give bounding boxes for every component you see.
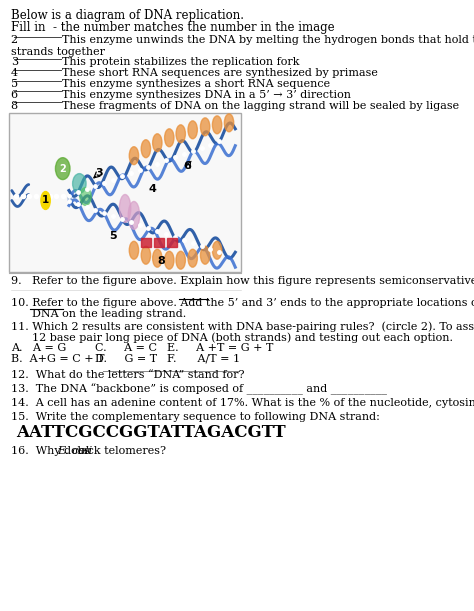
Text: AATTCGCCGGTATTAGACGTT: AATTCGCCGGTATTAGACGTT [16, 425, 285, 442]
Text: 3: 3 [11, 57, 18, 67]
Text: D.     G = T: D. G = T [95, 354, 157, 364]
Text: 16.  Why does: 16. Why does [11, 447, 93, 456]
Text: 1: 1 [42, 196, 49, 205]
Circle shape [129, 241, 138, 259]
Circle shape [212, 241, 222, 259]
Text: 15.  Write the complementary sequence to following DNA strand:: 15. Write the complementary sequence to … [11, 412, 380, 422]
Text: 10. Refer to the figure above. Add the 5’ and 3’ ends to the appropriate locatio: 10. Refer to the figure above. Add the 5… [11, 298, 474, 308]
Text: 9.   Refer to the figure above. Explain how this figure represents semiconservat: 9. Refer to the figure above. Explain ho… [11, 276, 474, 286]
Text: 6: 6 [183, 161, 191, 170]
Text: 13.  The DNA “backbone” is composed of __________ and __________: 13. The DNA “backbone” is composed of __… [11, 384, 387, 395]
Bar [167, 238, 177, 247]
Text: 6: 6 [11, 90, 18, 100]
Text: 5: 5 [11, 79, 18, 89]
Text: 8: 8 [157, 256, 165, 266]
Circle shape [201, 246, 210, 264]
Bar [141, 238, 151, 247]
Bar [9, 113, 241, 272]
Circle shape [201, 118, 210, 136]
Text: 4: 4 [148, 183, 156, 194]
Text: strands together: strands together [11, 47, 105, 57]
Ellipse shape [55, 158, 70, 180]
Text: This enzyme unwinds the DNA by melting the hydrogen bonds that hold the 2: This enzyme unwinds the DNA by melting t… [62, 35, 474, 45]
Bar [154, 238, 164, 247]
Text: F.      A/T = 1: F. A/T = 1 [167, 354, 240, 364]
Circle shape [153, 249, 162, 267]
Text: Below is a diagram of DNA replication.: Below is a diagram of DNA replication. [11, 9, 244, 23]
Text: Fill in  - the number matches the number in the image: Fill in - the number matches the number … [11, 21, 334, 34]
Text: 5: 5 [109, 232, 117, 241]
Circle shape [212, 116, 222, 134]
Circle shape [164, 129, 174, 147]
Text: 3: 3 [95, 167, 103, 178]
Circle shape [129, 147, 138, 164]
Text: This protein stabilizes the replication fork: This protein stabilizes the replication … [62, 57, 300, 67]
Circle shape [176, 251, 185, 269]
Text: This enzyme synthesizes DNA in a 5’ → 3’ direction: This enzyme synthesizes DNA in a 5’ → 3’… [62, 90, 351, 100]
Circle shape [176, 125, 185, 143]
Text: 8: 8 [11, 101, 18, 111]
Circle shape [141, 140, 151, 158]
Text: C.     A = C: C. A = C [95, 343, 157, 353]
Text: These short RNA sequences are synthesized by primase: These short RNA sequences are synthesize… [62, 68, 378, 78]
Ellipse shape [80, 188, 91, 205]
Text: 14.  A cell has an adenine content of 17%. What is the % of the nucleotide, cyto: 14. A cell has an adenine content of 17%… [11, 398, 474, 408]
Text: These fragments of DNA on the lagging strand will be sealed by ligase: These fragments of DNA on the lagging st… [62, 101, 459, 111]
Text: DNA on the leading strand.: DNA on the leading strand. [11, 309, 186, 319]
Text: 2: 2 [59, 164, 66, 174]
Text: 12.  What do the letters “DNA” stand for?: 12. What do the letters “DNA” stand for? [11, 370, 244, 379]
Text: 12 base pair long piece of DNA (both strands) and testing out each option.: 12 base pair long piece of DNA (both str… [11, 333, 453, 343]
Circle shape [153, 134, 162, 152]
Text: 4: 4 [11, 68, 18, 78]
Circle shape [141, 246, 151, 264]
Ellipse shape [128, 202, 140, 229]
Text: 2: 2 [11, 35, 18, 45]
Circle shape [41, 191, 50, 210]
Circle shape [224, 114, 234, 132]
Text: This enzyme synthesizes a short RNA sequence: This enzyme synthesizes a short RNA sequ… [62, 79, 330, 89]
Circle shape [164, 251, 174, 269]
Ellipse shape [73, 174, 86, 194]
Ellipse shape [119, 194, 131, 222]
Text: lack telomeres?: lack telomeres? [74, 447, 166, 456]
Text: E. coli: E. coli [57, 447, 92, 456]
Text: A.   A = G: A. A = G [11, 343, 66, 353]
Text: E.     A +T = G + T: E. A +T = G + T [167, 343, 273, 353]
Circle shape [188, 121, 197, 139]
Circle shape [188, 249, 197, 267]
Text: B.  A+G = C + T: B. A+G = C + T [11, 354, 104, 364]
Text: 11. Which 2 results are consistent with DNA base-pairing rules?  (circle 2). To : 11. Which 2 results are consistent with … [11, 322, 474, 332]
